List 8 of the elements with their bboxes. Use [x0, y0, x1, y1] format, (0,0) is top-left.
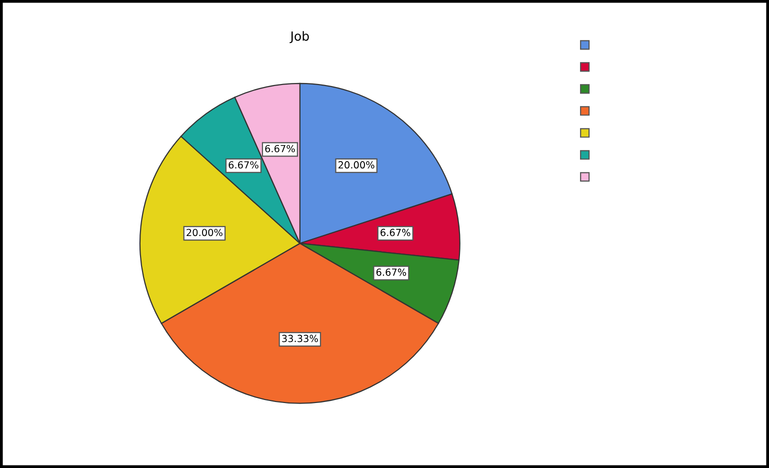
data-label: 6.67% — [376, 268, 406, 276]
chart-title: Job — [290, 31, 309, 44]
data-label: 6.67% — [380, 228, 410, 236]
data-label: 20.00% — [338, 161, 374, 169]
data-label: 20.00% — [186, 228, 222, 236]
data-label: 6.67% — [265, 144, 295, 152]
data-label: 6.67% — [228, 161, 258, 169]
data-label: 33.33% — [282, 334, 318, 342]
